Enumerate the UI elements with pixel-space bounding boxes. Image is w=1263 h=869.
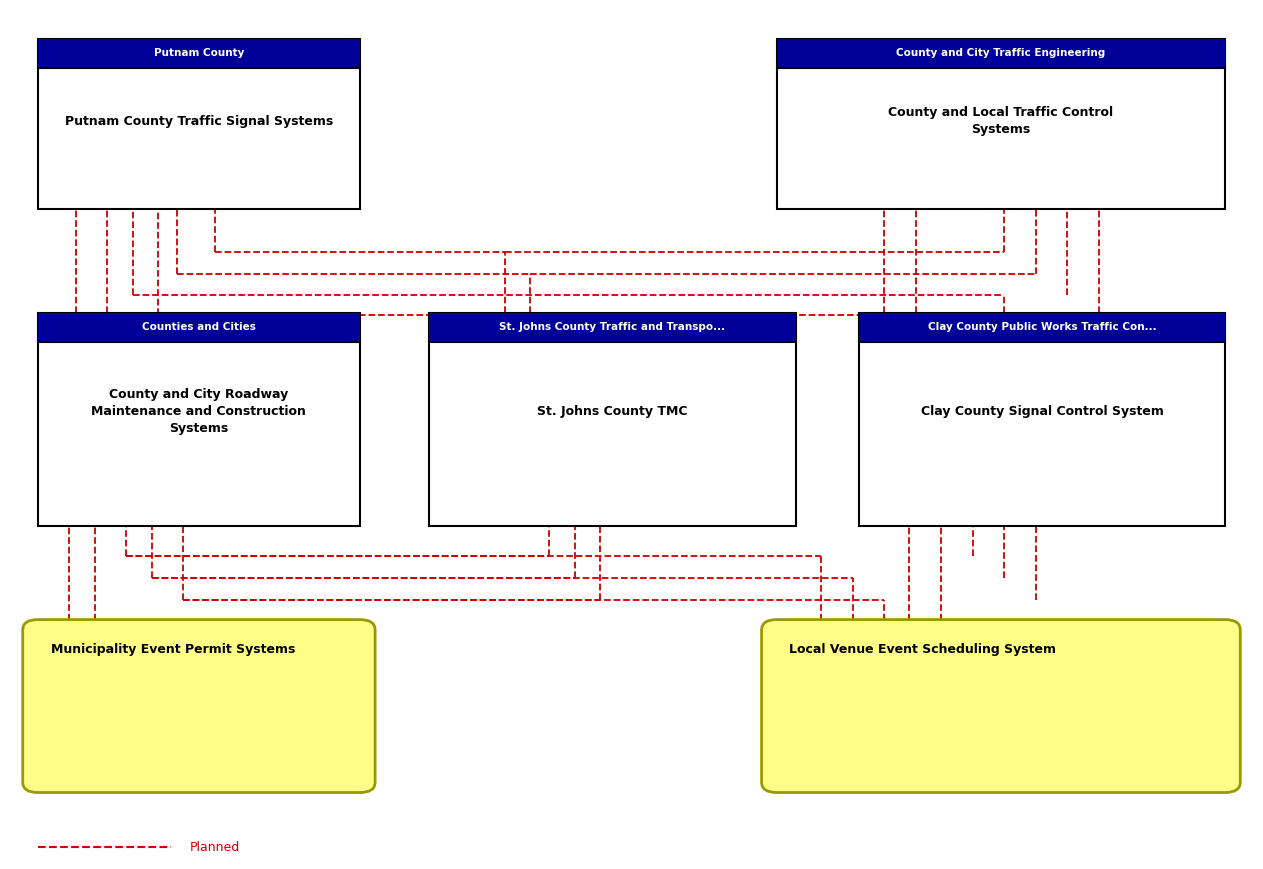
FancyBboxPatch shape	[762, 620, 1240, 793]
FancyBboxPatch shape	[23, 620, 375, 793]
Bar	[859, 313, 1225, 342]
Text: Local Venue Event Scheduling System: Local Venue Event Scheduling System	[789, 643, 1056, 656]
Bar	[429, 313, 796, 342]
Text: County and Local Traffic Control
Systems: County and Local Traffic Control Systems	[888, 106, 1114, 136]
Bar	[38, 313, 360, 342]
Text: St. Johns County TMC: St. Johns County TMC	[537, 405, 688, 418]
Text: Counties and Cities: Counties and Cities	[141, 322, 256, 332]
Bar	[429, 313, 796, 526]
Bar	[38, 39, 360, 209]
Bar	[38, 39, 360, 68]
Text: St. Johns County Traffic and Transpo...: St. Johns County Traffic and Transpo...	[499, 322, 726, 332]
Text: Clay County Signal Control System: Clay County Signal Control System	[921, 405, 1163, 418]
Text: County and City Roadway
Maintenance and Construction
Systems: County and City Roadway Maintenance and …	[91, 388, 307, 435]
Text: County and City Traffic Engineering: County and City Traffic Engineering	[897, 49, 1105, 58]
Text: Putnam County Traffic Signal Systems: Putnam County Traffic Signal Systems	[64, 115, 333, 128]
Text: Planned: Planned	[189, 841, 240, 853]
Text: Municipality Event Permit Systems: Municipality Event Permit Systems	[51, 643, 294, 656]
Text: Putnam County: Putnam County	[154, 49, 244, 58]
Text: Clay County Public Works Traffic Con...: Clay County Public Works Traffic Con...	[927, 322, 1157, 332]
Bar	[777, 39, 1225, 68]
Bar	[777, 39, 1225, 209]
Bar	[859, 313, 1225, 526]
Bar	[38, 313, 360, 526]
